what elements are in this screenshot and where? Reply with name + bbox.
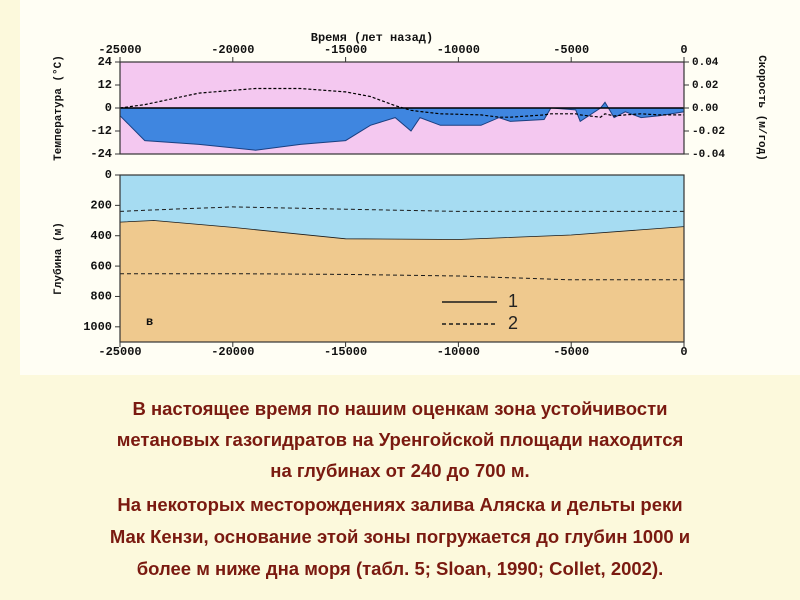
layer-area — [120, 220, 684, 342]
legend-label: 2 — [508, 313, 518, 333]
plot-frame — [119, 174, 685, 343]
x-tick-label: -15000 — [324, 345, 367, 359]
y-tick-label: 0 — [105, 101, 112, 115]
x-tick-label: -10000 — [437, 345, 480, 359]
y2-axis-title: Скорость (м/год) — [755, 55, 767, 161]
x-tick-label: -25000 — [98, 43, 141, 57]
y-tick-label: -24 — [90, 147, 112, 161]
y2-tick-label: 0.04 — [692, 57, 719, 69]
y-tick-label: 600 — [90, 259, 112, 273]
depth-line — [120, 273, 684, 281]
x-tick-label: -5000 — [553, 345, 589, 359]
y2-tick-label: -0.04 — [692, 149, 725, 161]
y-tick-label: 200 — [90, 199, 112, 213]
y-tick-label: -12 — [90, 124, 112, 138]
paragraph-line: более м ниже дна моря (табл. 5; Sloan, 1… — [137, 558, 664, 579]
x-tick-label: -25000 — [98, 345, 141, 359]
depth-line — [119, 206, 684, 212]
y2-tick-label: 0.00 — [692, 103, 718, 115]
panel-label: в — [146, 315, 153, 329]
y-tick-label: 0 — [105, 168, 112, 182]
y-tick-label: 400 — [90, 229, 112, 243]
y-tick-label: 24 — [98, 55, 112, 69]
x-tick-label: -15000 — [324, 43, 367, 57]
legend-label: 1 — [508, 291, 518, 311]
paragraph-line: на глубинах от 240 до 700 м. — [270, 460, 529, 481]
x-tick-label: 0 — [680, 345, 687, 359]
x-tick-label: -20000 — [211, 345, 254, 359]
y-tick-label: 800 — [90, 290, 112, 304]
y-axis-title: Температура (°C) — [53, 55, 65, 161]
paragraph-line: В настоящее время по нашим оценкам зона … — [132, 398, 667, 419]
x-tick-label: -10000 — [437, 43, 480, 57]
y2-tick-label: -0.02 — [692, 126, 725, 138]
y-tick-label: 12 — [98, 78, 112, 92]
depth-line — [119, 220, 685, 240]
rate-line — [119, 87, 684, 118]
y-axis-title: Глубина (м) — [52, 222, 65, 295]
temperature-area — [119, 101, 685, 151]
y-tick-label: 1000 — [83, 320, 112, 334]
y2-tick-label: 0.02 — [692, 80, 718, 92]
paragraph-line: метановых газогидратов на Уренгойской пл… — [117, 429, 684, 450]
x-tick-label: -5000 — [553, 43, 589, 57]
x-axis-title: Время (лет назад) — [311, 31, 433, 45]
paragraph-line: На некоторых месторождениях залива Аляск… — [117, 494, 682, 515]
paragraph-line: Мак Кензи, основание этой зоны погружает… — [110, 526, 690, 547]
x-tick-label: 0 — [680, 43, 687, 57]
x-tick-label: -20000 — [211, 43, 254, 57]
